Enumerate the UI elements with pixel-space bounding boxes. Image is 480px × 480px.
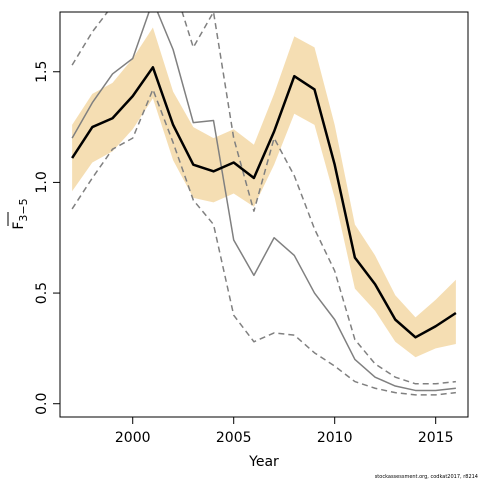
x-tick-label-2015: 2015 bbox=[418, 430, 454, 446]
y-tick-label-0: 0.0 bbox=[34, 393, 50, 415]
y-axis-title-subscript: 3−5 bbox=[17, 198, 30, 221]
x-tick-label-2010: 2010 bbox=[317, 430, 353, 446]
y-tick-label-1: 0.5 bbox=[34, 282, 50, 304]
comparison-solid-line bbox=[71, 12, 456, 392]
estimate-line bbox=[71, 66, 457, 339]
plot-frame bbox=[59, 11, 469, 418]
comparison-lower-dashed-line bbox=[71, 88, 456, 396]
plot-area bbox=[71, 12, 457, 396]
x-tick-label-2005: 2005 bbox=[216, 430, 252, 446]
y-axis: 0.0 0.5 1.0 1.5 bbox=[34, 61, 60, 415]
comparison-upper-dashed-line bbox=[71, 12, 456, 385]
y-tick-label-2: 1.0 bbox=[34, 171, 50, 193]
footnote: stockassessment.org, codkat2017, r8214 bbox=[375, 474, 478, 480]
svg-text:F3−5: F3−5 bbox=[11, 198, 30, 229]
x-axis: 2000 2005 2010 2015 bbox=[115, 417, 454, 446]
confidence-band bbox=[72, 27, 456, 358]
y-axis-title: ― F3−5 bbox=[0, 198, 30, 229]
x-axis-title: Year bbox=[248, 454, 279, 470]
x-tick-label-2000: 2000 bbox=[115, 430, 151, 446]
y-axis-title-main: F bbox=[11, 222, 27, 230]
y-tick-label-3: 1.5 bbox=[34, 61, 50, 83]
y-axis-title-bar: ― bbox=[0, 212, 16, 226]
